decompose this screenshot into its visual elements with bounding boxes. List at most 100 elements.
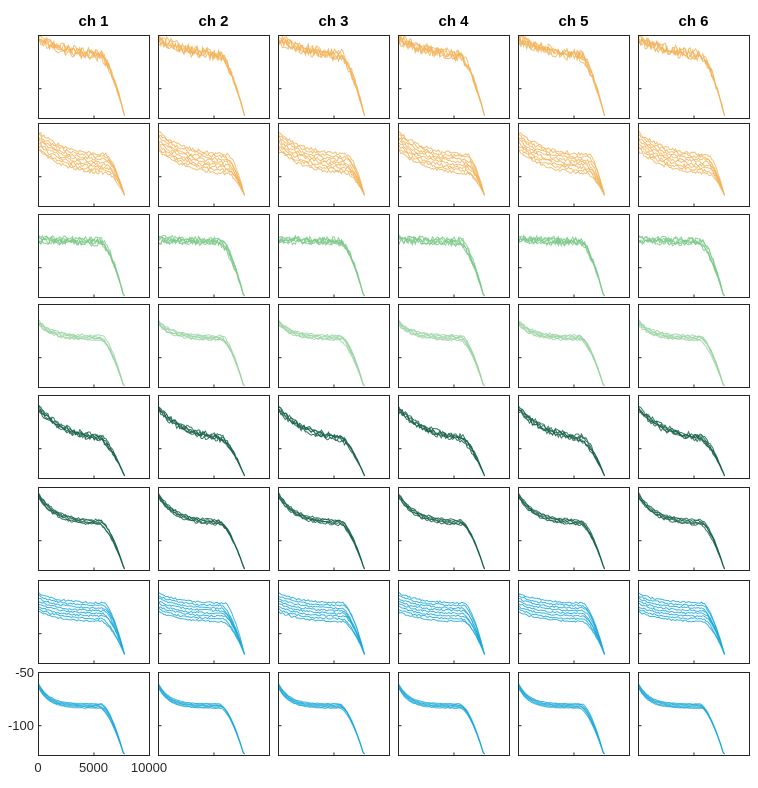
series-line [518,141,606,196]
series-line [38,324,125,387]
axes-box [638,487,750,571]
series-line [38,408,126,477]
panel-r8-c5 [518,672,630,756]
series-line [638,144,726,196]
series-line [38,493,126,570]
series-line [518,682,606,755]
series-group [158,234,246,297]
series-line [398,235,486,297]
series-line [638,411,726,477]
series-line [638,322,725,387]
series-line [518,492,606,570]
series-line [398,493,486,570]
series-line [158,147,246,196]
axes-box [278,35,390,119]
series-line [158,236,245,297]
series-line [638,495,726,570]
axes-box [38,580,150,664]
series-line [278,610,366,655]
axes-box [518,672,630,756]
series-line [398,597,486,655]
panel-r8-c4 [398,672,510,756]
panel-r3-c2 [158,214,270,298]
series-line [518,607,606,655]
axes-box [158,580,270,664]
series-group [638,492,726,570]
column-title-5: ch 5 [558,13,588,30]
axes-box [638,304,750,388]
series-line [518,683,605,755]
series-line [398,237,485,297]
series-line [158,37,246,117]
series-line [518,686,605,755]
series-line [638,493,726,570]
series-line [38,322,125,387]
series-line [518,599,606,655]
series-line [38,492,126,570]
axes-box [398,580,510,664]
series-line [158,148,246,196]
axes-box [398,214,510,298]
series-line [278,409,366,477]
panel-r4-c1 [38,304,150,388]
series-line [158,608,246,655]
column-title-3: ch 3 [318,13,348,30]
series-line [158,686,245,755]
series-line [518,611,606,655]
series-group [398,318,486,387]
series-line [638,235,726,297]
series-line [398,39,486,117]
series-line [158,493,246,570]
series-line [158,405,246,477]
axes-box [158,123,270,207]
series-line [278,234,365,297]
series-group [518,132,606,196]
series-line [398,408,486,477]
series-line [278,138,366,196]
panel-r6-c4 [398,487,510,571]
series-line [638,323,725,387]
panel-r3-c1 [38,214,150,298]
series-line [518,410,606,477]
series-line [638,605,726,655]
series-group [518,320,605,387]
series-line [278,143,366,196]
series-line [638,594,726,655]
x-tick-label: 5000 [79,760,108,775]
series-line [38,234,126,297]
series-line [158,139,246,196]
series-line [38,492,126,570]
series-line [278,495,366,570]
series-line [158,410,246,477]
series-line [158,597,246,655]
panel-r5-c1 [38,395,150,479]
series-line [638,493,726,570]
series-line [158,595,246,655]
series-line [38,131,126,196]
series-line [518,605,606,655]
panel-r4-c2 [158,304,270,388]
panel-r3-c4 [398,214,510,298]
series-line [518,132,606,196]
series-line [398,684,485,755]
series-group [38,318,126,387]
series-line [38,138,126,196]
series-line [398,592,486,655]
series-line [398,146,486,196]
series-line [518,37,606,117]
series-line [158,605,246,655]
series-line [638,133,726,196]
series-group [278,682,365,755]
series-group [278,234,366,297]
panel-r5-c6 [638,395,750,479]
panel-r1-c1 [38,35,150,119]
series-group [638,35,726,117]
series-line [38,592,126,655]
x-tick-label: 0 [34,760,41,775]
panel-r2-c4 [398,123,510,207]
panel-r6-c5 [518,487,630,571]
series-group [398,35,486,117]
series-line [38,600,126,655]
series-group [638,130,726,196]
